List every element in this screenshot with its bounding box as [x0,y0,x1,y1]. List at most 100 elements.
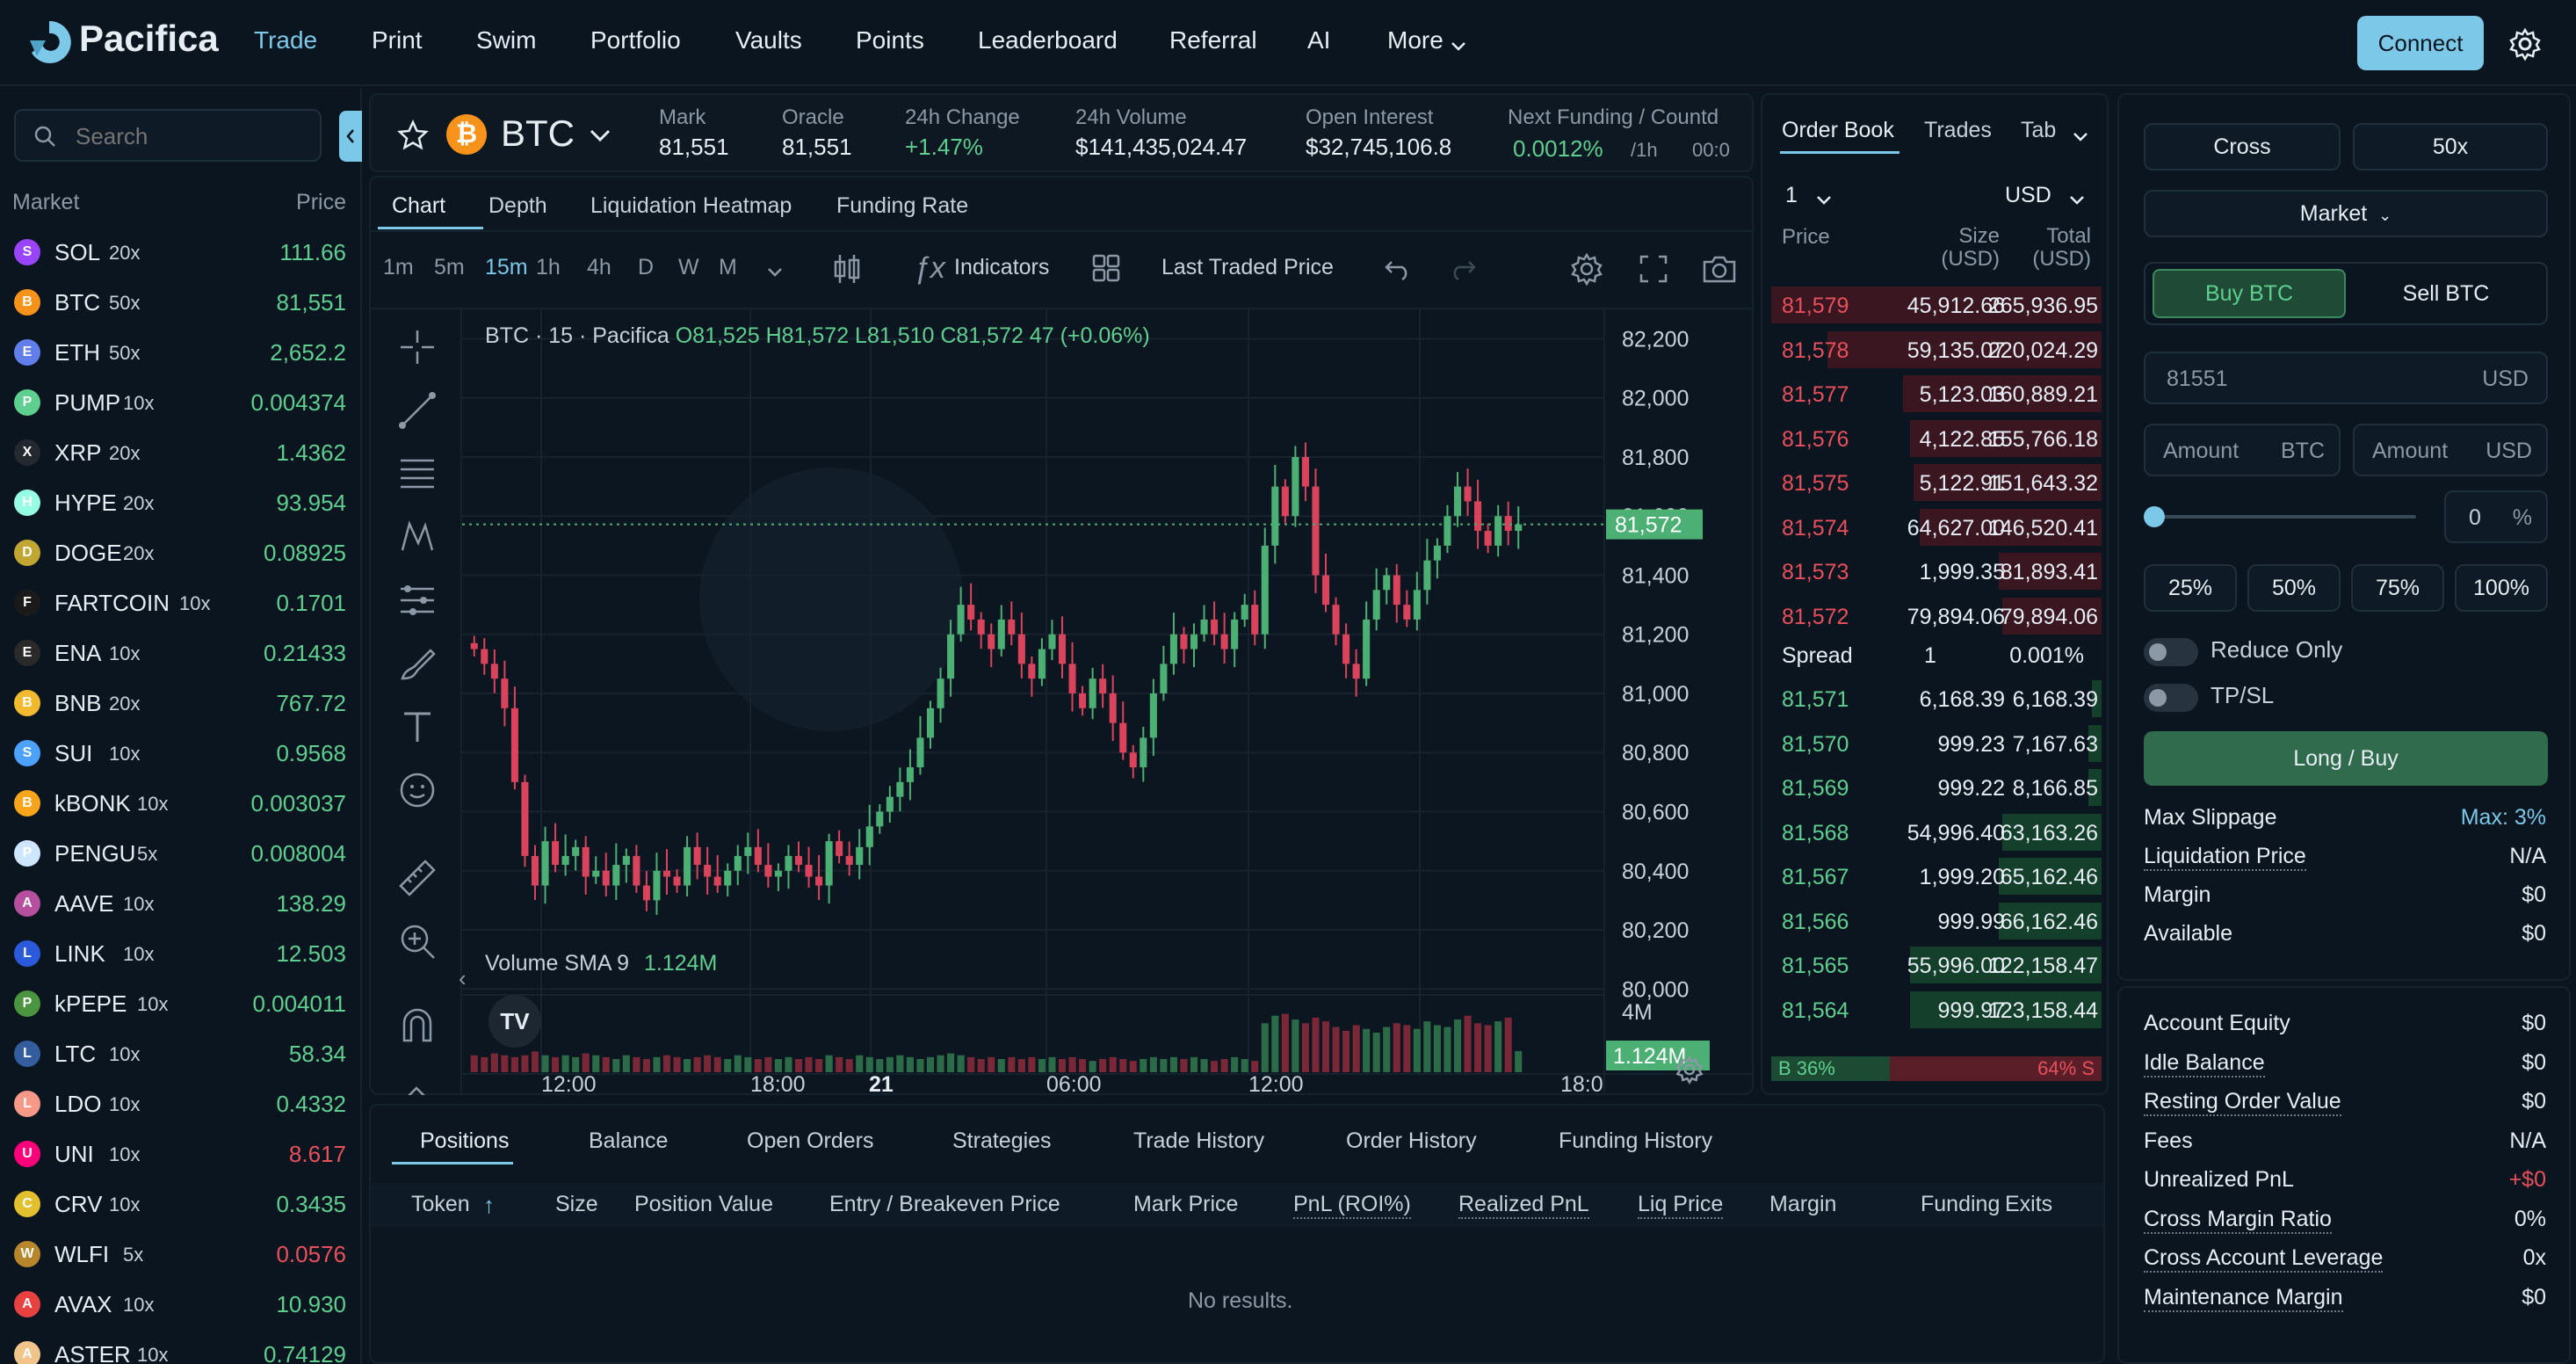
size-slider-thumb[interactable] [2144,506,2165,527]
interval-1m[interactable]: 1m [383,255,414,279]
interval-w[interactable]: W [678,255,699,279]
column-header[interactable]: PnL (ROI%) [1293,1192,1411,1219]
search-input[interactable] [74,121,302,151]
nav-referral[interactable]: Referral [1169,26,1257,54]
market-row[interactable]: P PENGU 5x 0.008004 [0,828,360,878]
long-buy-button[interactable]: Long / Buy [2144,731,2548,786]
column-header[interactable]: Size [555,1192,598,1216]
nav-trade[interactable]: Trade [254,26,318,54]
trendline-icon[interactable] [397,390,438,431]
market-row[interactable]: A AAVE 10x 138.29 [0,878,360,928]
market-row[interactable]: S SOL 20x 111.66 [0,227,360,277]
tab-chart[interactable]: Chart [392,193,446,218]
tradingview-logo-icon[interactable]: TV [488,995,541,1048]
chevron-down-icon[interactable] [1815,188,1833,205]
market-row[interactable]: B BTC 50x 81,551 [0,277,360,327]
indicators-icon[interactable]: ƒx [914,251,945,285]
bid-row[interactable]: 81,569 999.22 8,166.85 [1771,765,2102,809]
bid-row[interactable]: 81,571 6,168.39 6,168.39 [1771,677,2102,721]
tab-order-history[interactable]: Order History [1346,1128,1477,1153]
ask-row[interactable]: 81,573 1,999.35 81,893.41 [1771,549,2102,593]
market-row[interactable]: A ASTER 10x 0.74129 [0,1329,360,1364]
time-axis-settings-icon[interactable] [1675,1055,1704,1085]
chevron-down-icon[interactable] [589,125,611,142]
ask-row[interactable]: 81,579 45,912.66 265,936.95 [1771,283,2102,327]
tab-open-orders[interactable]: Open Orders [747,1128,874,1153]
market-row[interactable]: C CRV 10x 0.3435 [0,1179,360,1229]
bid-row[interactable]: 81,566 999.99 66,162.46 [1771,899,2102,943]
candle-type-icon[interactable] [831,251,863,287]
chevron-down-icon[interactable] [2068,188,2086,205]
price-chart[interactable]: 82,20082,00081,80081,60081,40081,20081,0… [462,309,1754,1095]
nav-leaderboard[interactable]: Leaderboard [978,26,1118,54]
collapse-sidebar-button[interactable] [339,111,362,162]
tpsl-toggle[interactable] [2144,684,2198,712]
tab-funding-history[interactable]: Funding History [1559,1128,1713,1153]
ask-row[interactable]: 81,576 4,122.85 155,766.18 [1771,417,2102,461]
column-header[interactable]: Position Value [634,1192,773,1216]
max-slippage-value[interactable]: Max: 3% [2460,805,2546,830]
ask-row[interactable]: 81,577 5,123.03 160,889.21 [1771,372,2102,416]
bid-row[interactable]: 81,564 999.97 123,158.44 [1771,988,2102,1032]
camera-icon[interactable] [1701,253,1738,285]
market-row[interactable]: E ENA 10x 0.21433 [0,628,360,678]
bid-row[interactable]: 81,567 1,999.20 65,162.46 [1771,854,2102,898]
unit-select[interactable]: USD [2005,183,2051,207]
market-row[interactable]: B BNB 20x 767.72 [0,678,360,728]
market-row[interactable]: X XRP 20x 1.4362 [0,427,360,477]
undo-icon[interactable] [1383,255,1413,281]
nav-portfolio[interactable]: Portfolio [590,26,681,54]
tab-trades[interactable]: Trades [1924,118,1992,142]
funding-period[interactable]: /1h [1631,139,1658,161]
column-header[interactable]: Token [411,1192,470,1216]
column-header[interactable]: Funding [1921,1192,2001,1216]
tab-liquidation-heatmap[interactable]: Liquidation Heatmap [590,193,792,218]
ask-row[interactable]: 81,578 59,135.07 220,024.29 [1771,328,2102,372]
margin-mode-button[interactable]: Cross [2144,123,2341,170]
interval-4h[interactable]: 4h [587,255,611,279]
chevron-down-icon[interactable] [766,260,784,277]
price-source-button[interactable]: Last Traded Price [1161,255,1334,279]
leverage-button[interactable]: 50x [2353,123,2548,170]
price-field[interactable]: 81551 USD [2144,352,2548,404]
interval-15m[interactable]: 15m [485,255,528,279]
market-row[interactable]: F FARTCOIN 10x 0.1701 [0,577,360,628]
nav-vaults[interactable]: Vaults [735,26,802,54]
sell-side-button[interactable]: Sell BTC [2402,281,2490,306]
market-row[interactable]: E ETH 50x 2,652.2 [0,327,360,377]
forecast-icon[interactable] [397,580,438,620]
interval-m[interactable]: M [719,255,737,279]
sort-ascending-icon[interactable]: ↑ [483,1192,495,1218]
column-header[interactable]: Mark Price [1133,1192,1239,1216]
percent-value[interactable]: 0 [2469,505,2481,530]
layout-grid-icon[interactable] [1091,253,1121,283]
market-row[interactable]: L LDO 10x 0.4332 [0,1078,360,1128]
chevron-down-icon[interactable] [2072,125,2089,141]
market-row[interactable]: S SUI 10x 0.9568 [0,728,360,778]
emoji-icon[interactable] [397,770,438,810]
market-row[interactable]: P PUMP 10x 0.004374 [0,377,360,427]
bid-row[interactable]: 81,570 999.23 7,167.63 [1771,722,2102,765]
market-row[interactable]: U UNI 10x 8.617 [0,1128,360,1179]
tab-trade-history[interactable]: Trade History [1133,1128,1265,1153]
market-row[interactable]: A AVAX 10x 10.930 [0,1279,360,1329]
magnet-icon[interactable] [397,1005,438,1046]
market-row[interactable]: L LTC 10x 58.34 [0,1028,360,1078]
ask-row[interactable]: 81,574 64,627.00 146,520.41 [1771,505,2102,549]
ask-row[interactable]: 81,572 79,894.06 79,894.06 [1771,594,2102,638]
column-header[interactable]: Entry / Breakeven Price [829,1192,1060,1216]
grouping-select[interactable]: 1 [1785,183,1798,207]
tab-tab[interactable]: Tab [2021,118,2057,142]
interval-5m[interactable]: 5m [434,255,465,279]
price-value[interactable]: 81551 [2167,366,2228,391]
gear-icon[interactable] [2507,26,2543,62]
percent-field[interactable]: 0 % [2444,490,2548,543]
scroll-left-icon[interactable]: ‹ [459,965,467,991]
pacifica-logo-icon[interactable] [25,18,74,67]
tab-order-book[interactable]: Order Book [1782,118,1894,142]
preset-100-button[interactable]: 100% [2455,564,2548,612]
amount-usd-placeholder[interactable]: Amount [2372,439,2449,463]
pattern-icon[interactable] [397,517,438,557]
